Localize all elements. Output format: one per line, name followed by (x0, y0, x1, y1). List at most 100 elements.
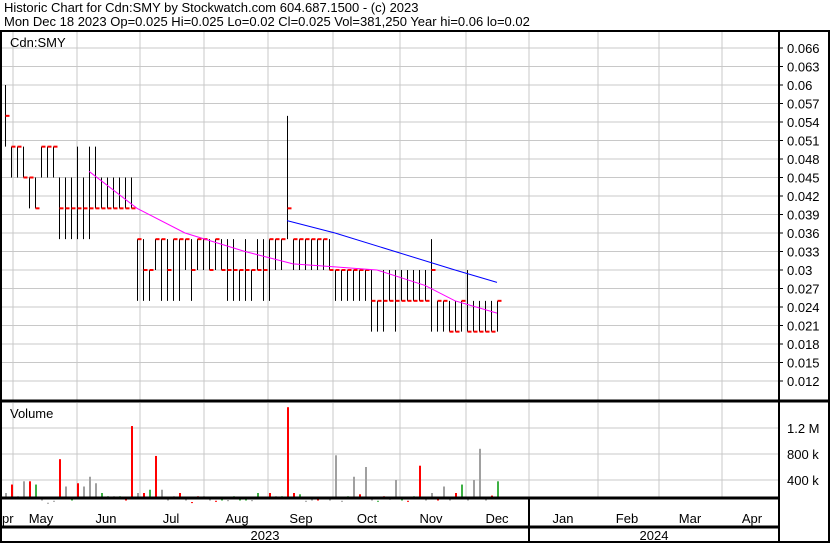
volume-bar (341, 500, 343, 502)
price-tick-label: 0.042 (787, 189, 820, 204)
price-tick-label: 0.021 (787, 319, 820, 334)
volume-bar (497, 481, 499, 497)
chart-stats: Mon Dec 18 2023 Op=0.025 Hi=0.025 Lo=0.0… (4, 14, 530, 29)
price-tick-label: 0.048 (787, 152, 820, 167)
volume-bar (125, 499, 127, 501)
year-label: 2023 (251, 528, 280, 543)
volume-bar (365, 467, 367, 497)
price-tick-label: 0.039 (787, 208, 820, 223)
volume-bar (407, 500, 409, 502)
volume-bar (485, 499, 487, 501)
volume-bar (395, 480, 397, 497)
volume-bar (329, 499, 331, 501)
price-tick-label: 0.03 (787, 263, 812, 278)
volume-panel-label: Volume (10, 406, 53, 421)
month-label: Aug (225, 511, 248, 526)
volume-bar (161, 489, 163, 497)
volume-bar (491, 495, 493, 497)
volume-bar (77, 483, 79, 497)
price-tick-label: 0.027 (787, 282, 820, 297)
price-tick-label: 0.015 (787, 356, 820, 371)
volume-bar (269, 493, 271, 497)
month-label: Jun (96, 511, 117, 526)
moving-average-short (88, 170, 498, 314)
price-tick-label: 0.066 (787, 41, 820, 56)
volume-bar (335, 455, 337, 497)
month-label: Sep (289, 511, 312, 526)
month-label: Dec (485, 511, 509, 526)
volume-bar (11, 484, 13, 497)
volume-bar (317, 499, 319, 501)
volume-bar (131, 426, 133, 497)
volume-bar (461, 484, 463, 497)
volume-bar (101, 493, 103, 497)
volume-bar (479, 448, 481, 497)
volume-bar (137, 493, 139, 497)
volume-bar (185, 499, 187, 501)
price-tick-label: 0.012 (787, 374, 820, 389)
price-tick-label: 0.036 (787, 226, 820, 241)
volume-bar (353, 476, 355, 497)
volume-bar (287, 407, 289, 497)
volume-bar (401, 499, 403, 501)
price-tick-label: 0.063 (787, 60, 820, 75)
volume-bar (5, 493, 7, 497)
volume-bar (83, 486, 85, 497)
volume-bar (437, 499, 439, 501)
volume-bar (239, 499, 241, 501)
volume-bar (89, 476, 91, 497)
volume-bar (305, 500, 307, 502)
volume-bar (149, 489, 151, 497)
volume-bar (371, 499, 373, 501)
price-tick-label: 0.018 (787, 337, 820, 352)
volume-bar (449, 499, 451, 501)
volume-bar (23, 481, 25, 497)
price-tick-label: 0.045 (787, 171, 820, 186)
volume-bar (419, 465, 421, 497)
volume-bar (29, 481, 31, 497)
volume-bar (359, 494, 361, 497)
volume-bar (71, 499, 73, 501)
volume-tick-label: 400 k (787, 473, 819, 488)
month-label: Jan (553, 511, 574, 526)
volume-bar (251, 500, 253, 502)
volume-bar (47, 502, 49, 504)
price-tick-label: 0.057 (787, 97, 820, 112)
volume-bar (443, 486, 445, 497)
year-label: 2024 (640, 528, 669, 543)
volume-bar (311, 499, 313, 501)
volume-bar (257, 493, 259, 497)
price-panel-label: Cdn:SMY (10, 35, 66, 50)
month-label: May (29, 511, 54, 526)
volume-bar (425, 499, 427, 501)
volume-bar (221, 499, 223, 501)
month-label: Oct (357, 511, 378, 526)
moving-average-long (286, 220, 498, 283)
volume-bar (245, 499, 247, 501)
volume-bar (59, 459, 61, 497)
month-label: Apr (742, 511, 763, 526)
month-label: Nov (419, 511, 443, 526)
volume-tick-label: 800 k (787, 447, 819, 462)
volume-bar (65, 486, 67, 497)
volume-bar (299, 494, 301, 497)
price-tick-label: 0.033 (787, 245, 820, 260)
volume-bar (155, 455, 157, 497)
volume-bar (227, 500, 229, 502)
volume-bar (209, 499, 211, 501)
volume-bar (41, 499, 43, 501)
month-label: pr (2, 511, 14, 526)
volume-bar (167, 499, 169, 501)
volume-bar (293, 493, 295, 497)
volume-bar (215, 500, 217, 502)
volume-bar (467, 499, 469, 501)
price-tick-label: 0.024 (787, 300, 820, 315)
month-label: Feb (616, 511, 638, 526)
volume-bar (377, 500, 379, 502)
month-label: Jul (163, 511, 180, 526)
chart-title: Historic Chart for Cdn:SMY by Stockwatch… (4, 0, 419, 15)
month-label: Mar (679, 511, 702, 526)
volume-bar (191, 502, 193, 504)
